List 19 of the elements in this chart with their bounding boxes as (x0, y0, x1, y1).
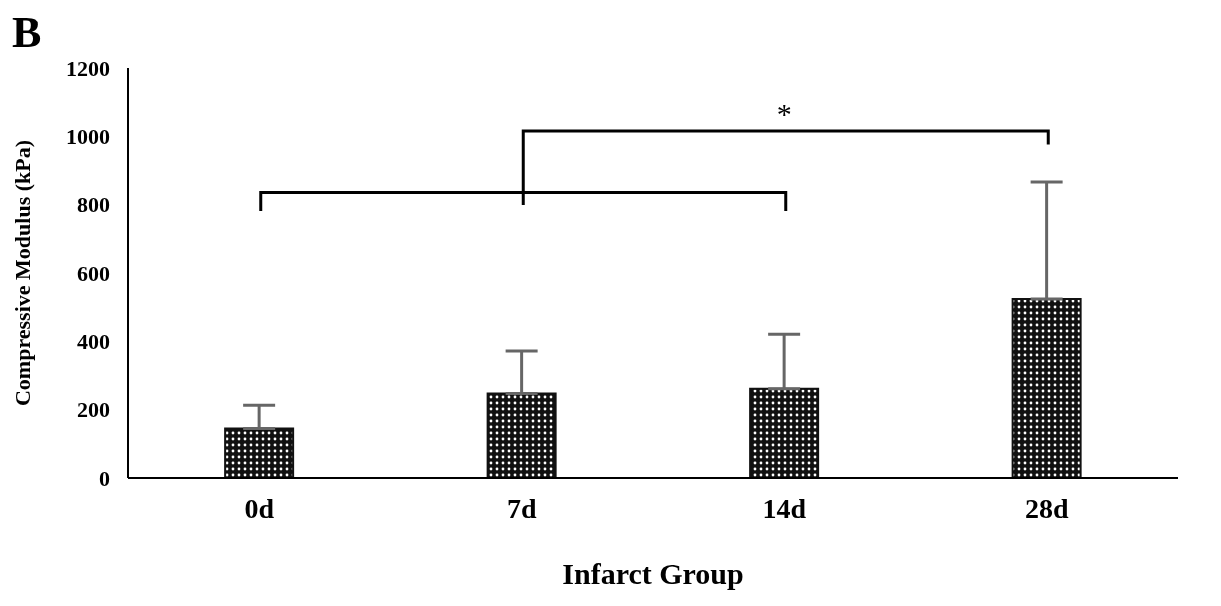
y-tick-label: 1000 (66, 124, 110, 150)
y-tick-label: 1200 (66, 55, 110, 81)
y-axis-title: Compressive Modulus (kPa) (9, 139, 35, 407)
bar (1011, 297, 1082, 478)
x-axis-title: Infarct Group (562, 557, 744, 590)
bar (486, 392, 557, 478)
x-tick-label: 14d (762, 492, 807, 524)
chart-title: B (12, 8, 42, 57)
y-tick-label: 600 (77, 260, 110, 286)
x-tick-label: 28d (1024, 492, 1069, 524)
x-tick-label: 0d (244, 492, 275, 524)
bar (749, 387, 820, 478)
y-tick-label: 400 (77, 329, 110, 355)
bar (224, 427, 295, 478)
annotation: * (776, 96, 792, 130)
x-tick-label: 7d (506, 492, 537, 524)
y-tick-label: 800 (77, 192, 110, 218)
y-tick-label: 0 (99, 465, 110, 491)
y-tick-label: 200 (77, 397, 110, 423)
